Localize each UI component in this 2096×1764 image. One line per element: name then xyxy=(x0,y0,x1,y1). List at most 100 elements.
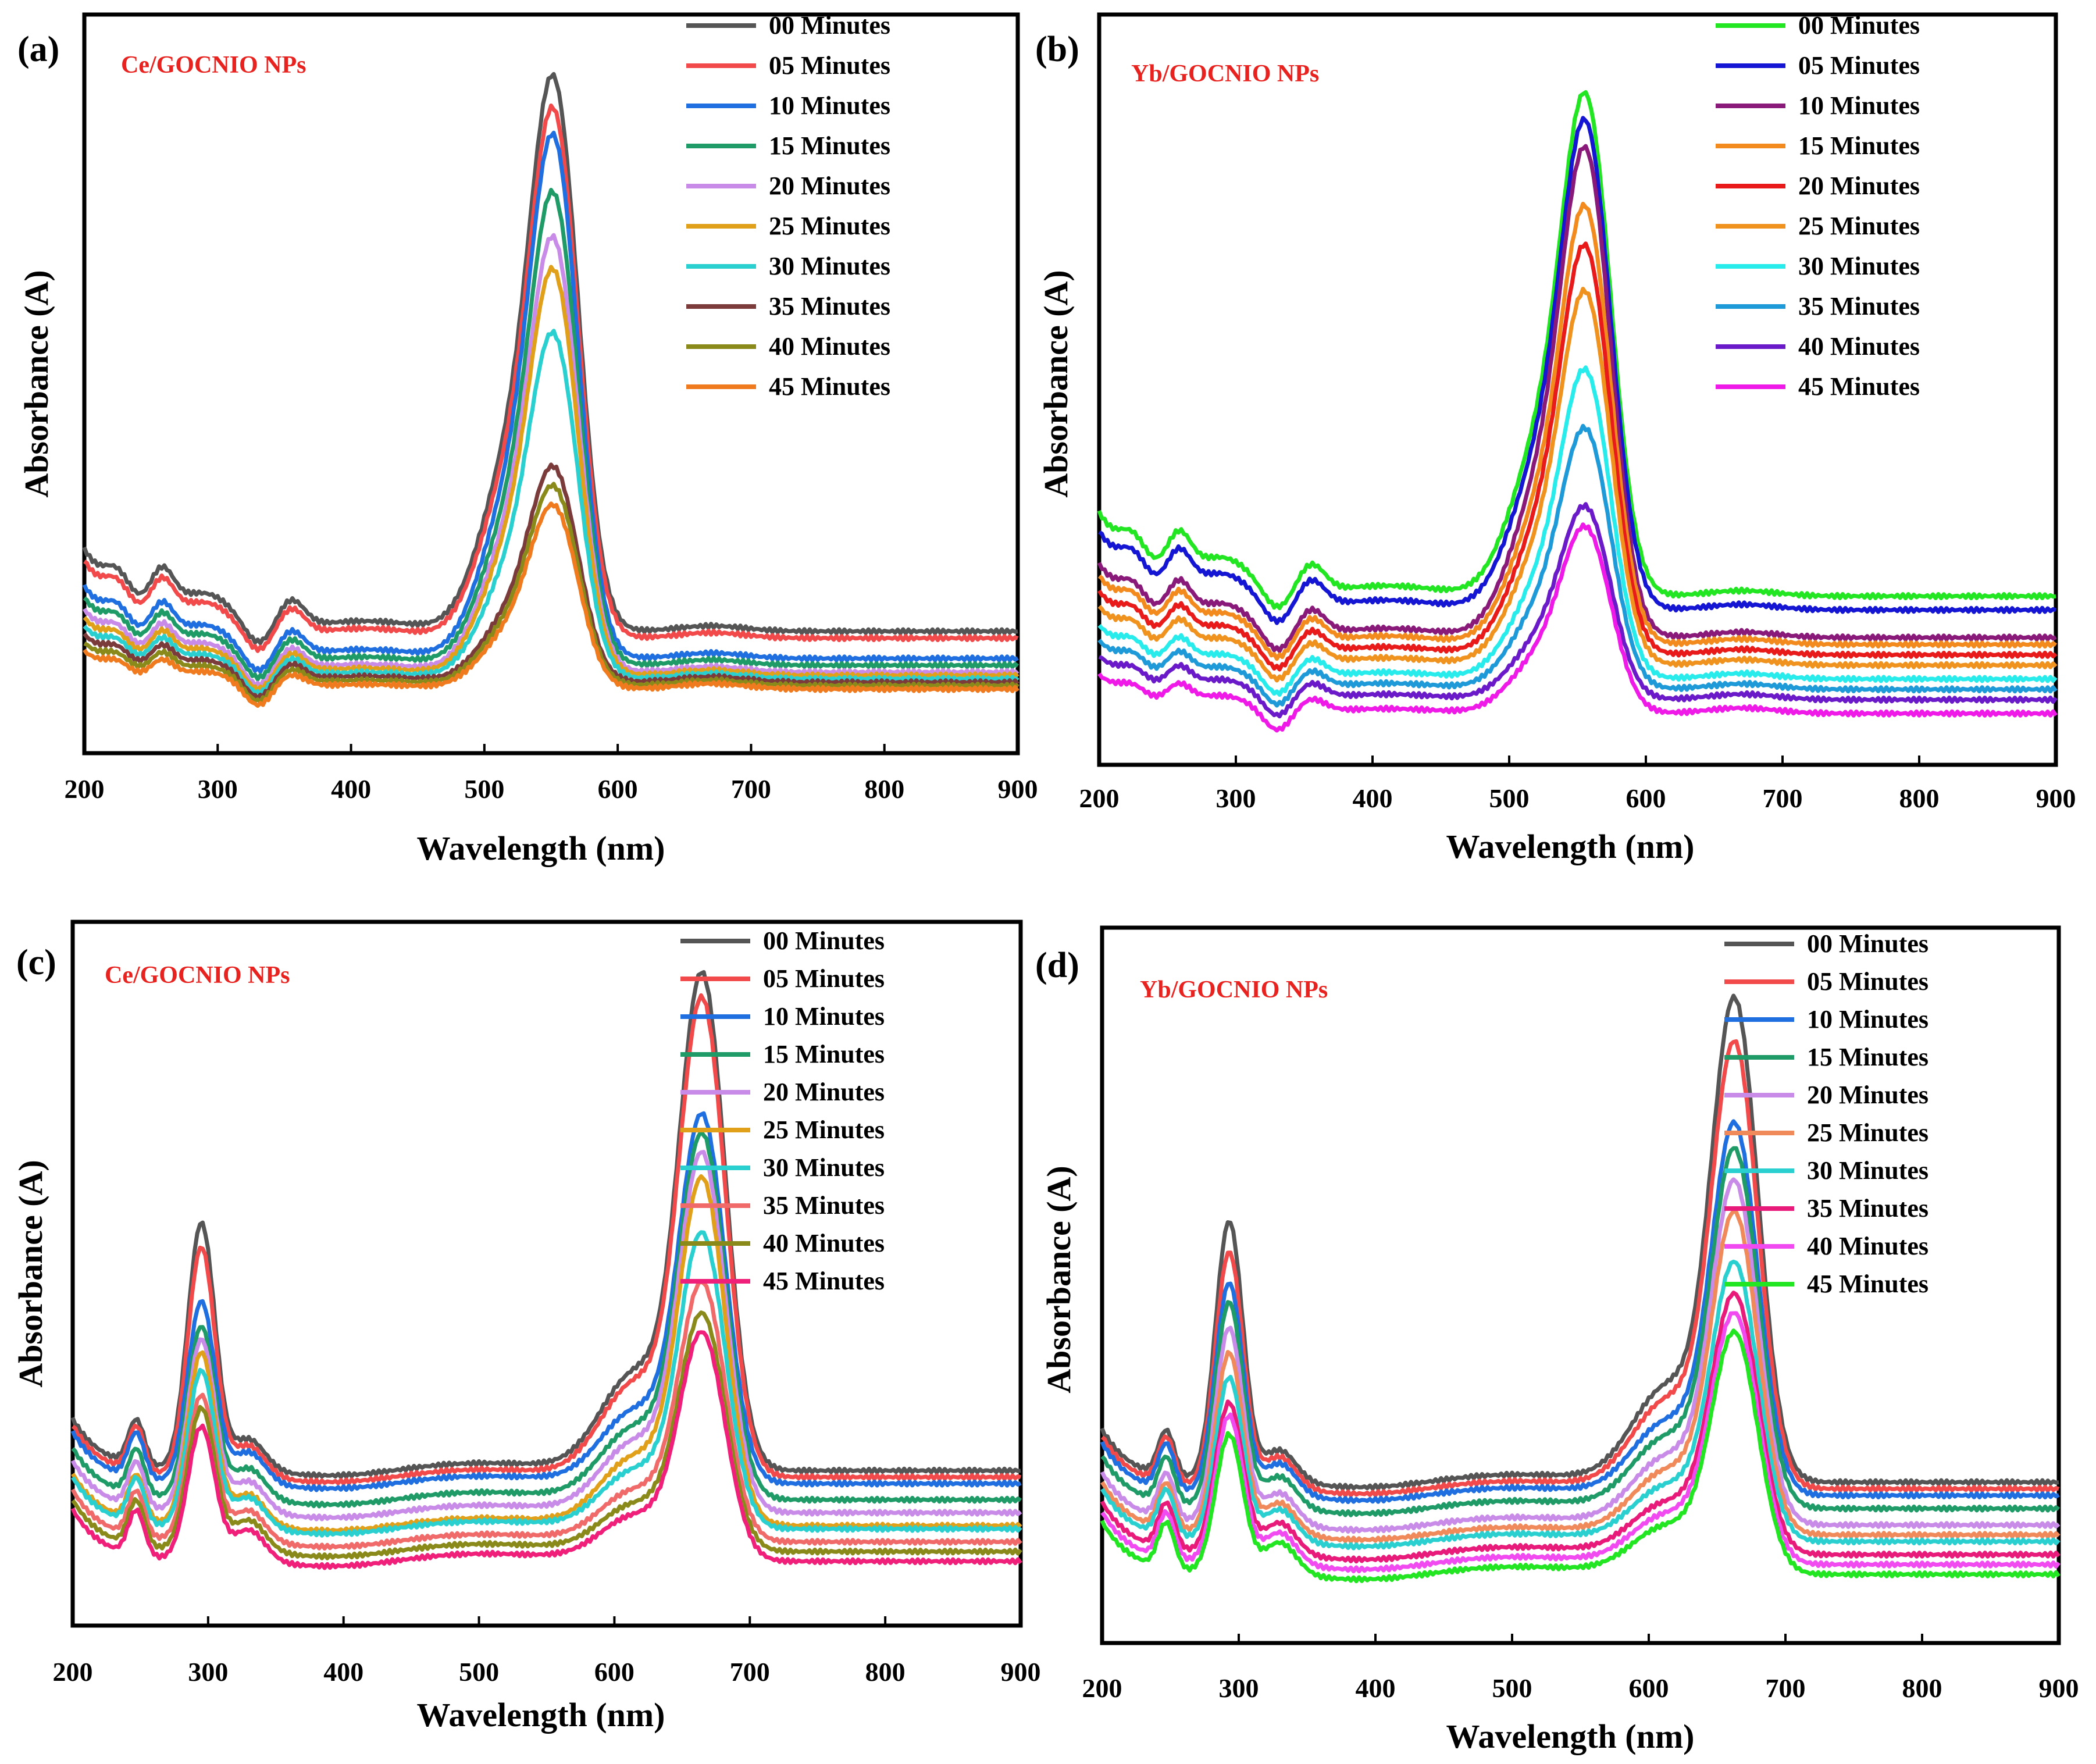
series-line-10-minutes xyxy=(70,1111,1022,1492)
x-tick-label: 900 xyxy=(2039,1673,2079,1703)
legend-entry: 15 Minutes xyxy=(763,1040,885,1068)
series-line-30-minutes xyxy=(1100,1259,2061,1551)
series-line-05-minutes xyxy=(1098,116,2057,625)
series-line-15-minutes xyxy=(71,1129,1022,1509)
panel-label: (d) xyxy=(1035,946,1079,985)
legend-entry: 20 Minutes xyxy=(1807,1081,1929,1109)
legend-entry: 30 Minutes xyxy=(763,1153,885,1182)
x-axis-label: Wavelength (nm) xyxy=(1446,828,1695,865)
plot-frame xyxy=(82,12,1020,756)
legend-entry: 25 Minutes xyxy=(1798,212,1920,240)
legend-entry: 40 Minutes xyxy=(1798,332,1920,361)
legend-entry: 25 Minutes xyxy=(763,1116,885,1144)
series-line-00-minutes xyxy=(1097,90,2056,611)
legend-entry: 45 Minutes xyxy=(763,1267,885,1295)
x-tick-label: 400 xyxy=(1356,1673,1396,1703)
series-line-10-minutes xyxy=(82,130,1019,674)
legend-entry: 40 Minutes xyxy=(1807,1232,1929,1260)
legend-entry: 25 Minutes xyxy=(1807,1118,1929,1147)
y-axis-label: Absorbance (A) xyxy=(1037,270,1075,497)
inset-label: Ce/GOCNIO NPs xyxy=(121,52,306,79)
panel-label: (b) xyxy=(1035,30,1079,69)
series-line-15-minutes xyxy=(1097,201,2058,661)
x-tick-label: 200 xyxy=(65,774,105,804)
x-tick-labels: 200 300 400 500 600 700 800 900 xyxy=(1079,756,2076,813)
inset-label: Yb/GOCNIO NPs xyxy=(1131,60,1319,87)
legend-entry: 05 Minutes xyxy=(763,964,885,993)
series-line-40-minutes xyxy=(83,482,1020,704)
x-tick-label: 500 xyxy=(1492,1673,1532,1703)
legend-entry: 00 Minutes xyxy=(763,926,885,955)
x-tick-label: 300 xyxy=(198,774,238,804)
series-line-05-minutes xyxy=(71,993,1022,1486)
legend: 00 Minutes 05 Minutes 10 Minutes 15 Minutes… xyxy=(680,926,885,1295)
x-tick-label: 300 xyxy=(1216,783,1256,813)
series-line-40-minutes xyxy=(1098,502,2058,719)
series-line-40-minutes xyxy=(1100,1311,2061,1574)
legend-entry: 45 Minutes xyxy=(1807,1270,1929,1298)
plot-frame xyxy=(1100,925,2061,1645)
x-tick-label: 800 xyxy=(1899,783,1940,813)
series-line-00-minutes xyxy=(70,970,1021,1480)
spectra-curves xyxy=(1100,993,2061,1584)
legend-entry: 20 Minutes xyxy=(1798,172,1920,200)
x-tick-label: 900 xyxy=(998,774,1038,804)
x-tick-label: 700 xyxy=(730,1657,770,1687)
series-line-20-minutes xyxy=(70,1150,1022,1521)
x-tick-label: 500 xyxy=(464,774,504,804)
series-line-35-minutes xyxy=(1097,423,2058,708)
series-line-30-minutes xyxy=(1097,365,2058,697)
inset-label: Yb/GOCNIO NPs xyxy=(1140,977,1328,1003)
x-tick-label: 600 xyxy=(1629,1673,1669,1703)
x-tick-labels: 200 300 400 500 600 700 800 900 xyxy=(53,1616,1041,1687)
legend: 00 Minutes 05 Minutes 10 Minutes 15 Minutes… xyxy=(686,11,890,401)
series-line-20-minutes xyxy=(82,233,1020,689)
panel-b: (b) Yb/GOCNIO NPs Absorbance (A) Wavelen… xyxy=(1035,11,2076,865)
y-axis-label: Absorbance (A) xyxy=(1040,1166,1078,1393)
series-line-15-minutes xyxy=(83,188,1020,682)
series-line-05-minutes xyxy=(83,104,1019,653)
x-tick-label: 500 xyxy=(459,1657,499,1687)
series-line-25-minutes xyxy=(1097,287,2058,683)
legend-entry: 10 Minutes xyxy=(1798,91,1920,120)
spectra-curves xyxy=(82,72,1020,708)
series-line-35-minutes xyxy=(70,1280,1022,1551)
series-line-45-minutes xyxy=(1097,522,2058,733)
x-tick-label: 600 xyxy=(1626,783,1666,813)
series-line-20-minutes xyxy=(1100,1177,2061,1534)
x-tick-labels: 200 300 400 500 600 700 800 900 xyxy=(65,744,1038,804)
legend-entry: 35 Minutes xyxy=(1807,1194,1929,1223)
x-axis-label: Wavelength (nm) xyxy=(417,829,665,867)
series-line-10-minutes xyxy=(1097,144,2057,653)
legend-entry: 05 Minutes xyxy=(1807,967,1929,996)
x-axis-label: Wavelength (nm) xyxy=(1446,1717,1695,1755)
x-tick-label: 400 xyxy=(1353,783,1393,813)
x-tick-label: 800 xyxy=(865,1657,906,1687)
x-tick-label: 300 xyxy=(188,1657,228,1687)
legend-entry: 35 Minutes xyxy=(763,1191,885,1220)
legend-entry: 30 Minutes xyxy=(1807,1156,1929,1185)
series-line-05-minutes xyxy=(1100,1039,2060,1498)
legend-entry: 15 Minutes xyxy=(769,131,890,160)
series-line-40-minutes xyxy=(71,1310,1022,1560)
series-line-45-minutes xyxy=(83,501,1020,708)
x-tick-label: 400 xyxy=(323,1657,363,1687)
inset-label: Ce/GOCNIO NPs xyxy=(105,962,290,989)
legend-entry: 10 Minutes xyxy=(769,91,890,120)
legend-entry: 35 Minutes xyxy=(769,292,890,320)
x-tick-labels: 200 300 400 500 600 700 800 900 xyxy=(1082,1634,2079,1703)
legend-entry: 05 Minutes xyxy=(769,51,890,80)
legend-entry: 00 Minutes xyxy=(1798,11,1920,40)
legend-entry: 20 Minutes xyxy=(769,172,890,200)
panel-d: (d) Yb/GOCNIO NPs Absorbance (A) Wavelen… xyxy=(1035,925,2079,1755)
x-tick-label: 400 xyxy=(331,774,371,804)
x-tick-label: 700 xyxy=(731,774,771,804)
panel-label: (a) xyxy=(17,30,59,69)
x-tick-label: 800 xyxy=(1902,1673,1942,1703)
series-line-30-minutes xyxy=(71,1230,1022,1538)
series-line-00-minutes xyxy=(1100,993,2059,1491)
series-line-15-minutes xyxy=(1100,1146,2061,1517)
x-tick-label: 300 xyxy=(1219,1673,1259,1703)
legend-entry: 05 Minutes xyxy=(1798,51,1920,80)
